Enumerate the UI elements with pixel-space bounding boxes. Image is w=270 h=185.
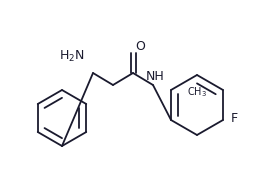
Text: F: F [231,112,238,125]
Text: CH$_3$: CH$_3$ [187,85,207,99]
Text: O: O [135,40,145,53]
Text: NH: NH [146,70,164,83]
Text: H$_2$N: H$_2$N [59,48,85,64]
